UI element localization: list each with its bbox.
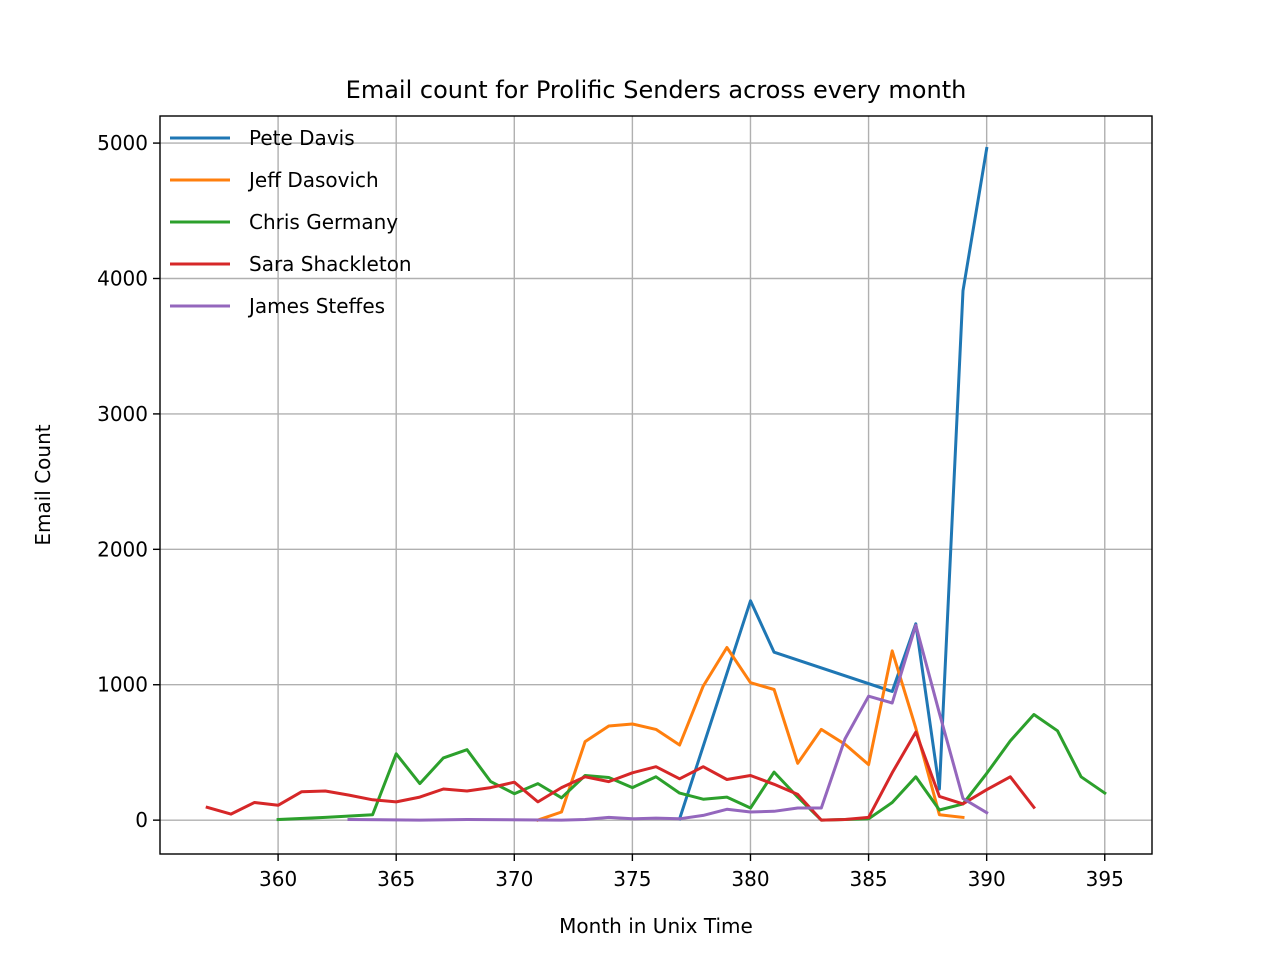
legend-label-pete-davis: Pete Davis — [249, 126, 355, 150]
series-line-sara-shackleton — [205, 730, 1037, 822]
x-tick-label: 365 — [377, 867, 415, 891]
x-tick-label: 395 — [1086, 867, 1124, 891]
x-tick-label: 375 — [613, 867, 651, 891]
series-line-chris-germany — [276, 713, 1107, 822]
legend-label-jeff-dasovich: Jeff Dasovich — [247, 168, 379, 192]
x-tick-label: 370 — [495, 867, 533, 891]
x-tick-label: 360 — [259, 867, 297, 891]
y-tick-label: 1000 — [97, 673, 148, 697]
series-line-jeff-dasovich — [535, 646, 965, 823]
y-tick-label: 4000 — [97, 266, 148, 290]
legend-label-sara-shackleton: Sara Shackleton — [249, 252, 412, 276]
ticks: 360 365 370 375 380 385 390 395 0 1000 2000 3000 400… — [97, 131, 1124, 891]
y-tick-label: 2000 — [97, 537, 148, 561]
y-tick-label: 5000 — [97, 131, 148, 155]
grid — [160, 116, 1152, 854]
y-tick-label: 0 — [135, 808, 148, 832]
y-axis-label: Email Count — [31, 424, 55, 545]
legend: Pete Davis Jeff Dasovich Chris Germany Sara… — [170, 126, 412, 318]
y-tick-label: 3000 — [97, 402, 148, 426]
plot-frame — [159, 115, 1153, 855]
series-line-james-steffes — [347, 623, 989, 822]
series-layer — [205, 146, 1107, 823]
chart-title: Email count for Prolific Senders across … — [346, 76, 967, 104]
x-tick-label: 385 — [849, 867, 887, 891]
plot-area: 360 365 370 375 380 385 390 395 0 1000 2000 3000 400… — [97, 115, 1153, 891]
x-tick-label: 380 — [731, 867, 769, 891]
series-line-pete-davis — [677, 146, 989, 821]
legend-label-chris-germany: Chris Germany — [249, 210, 398, 234]
x-axis-label: Month in Unix Time — [559, 914, 753, 938]
x-tick-label: 390 — [968, 867, 1006, 891]
legend-label-james-steffes: James Steffes — [247, 294, 385, 318]
